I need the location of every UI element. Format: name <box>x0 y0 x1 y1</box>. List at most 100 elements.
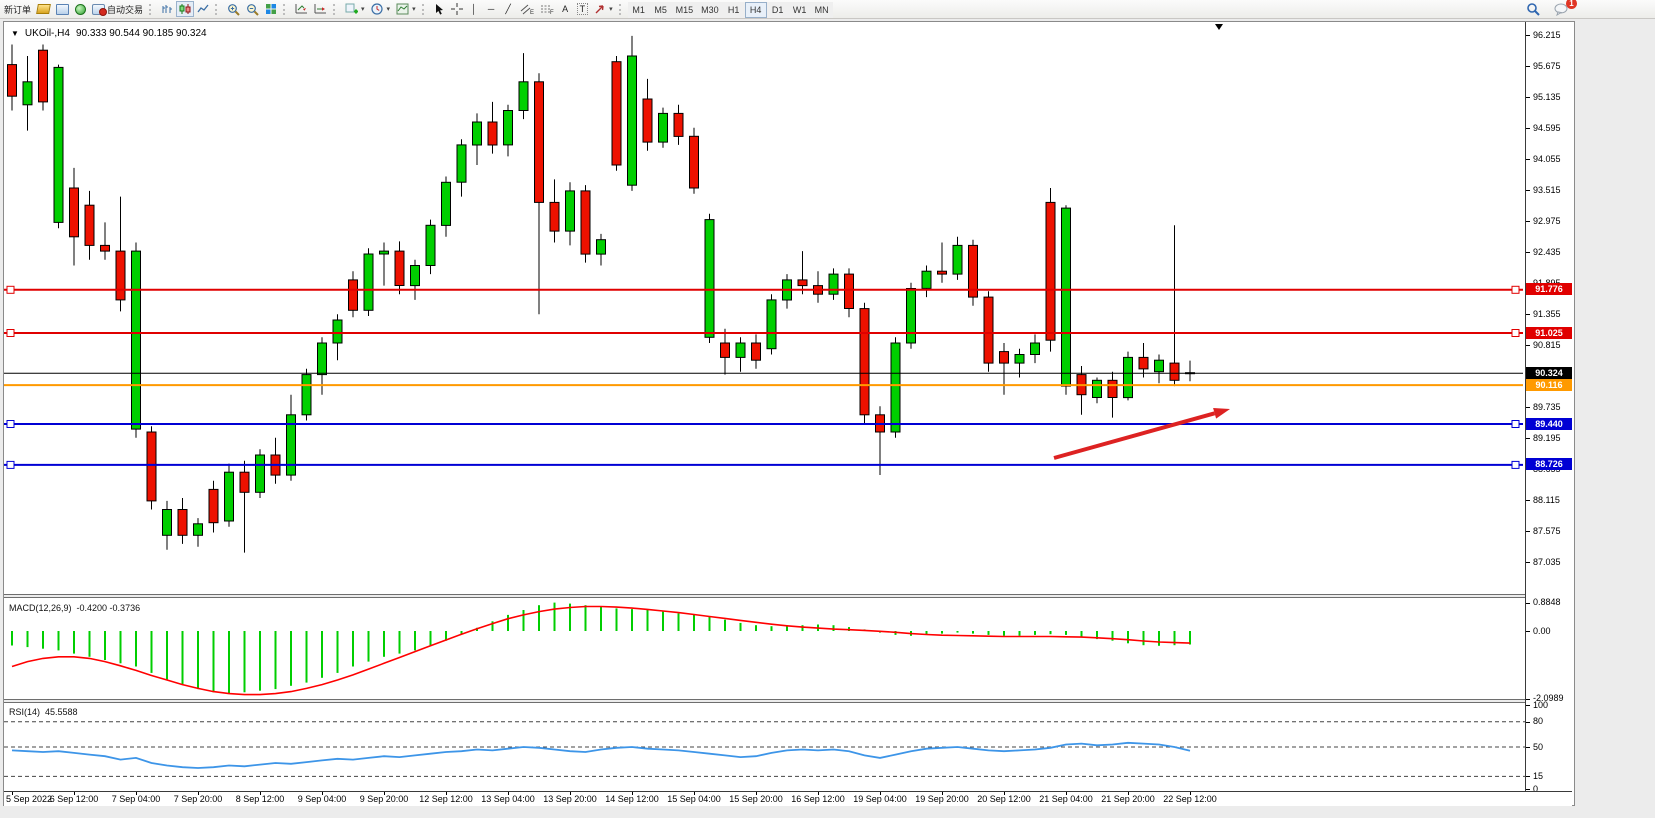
arrows-tool-icon <box>595 5 604 14</box>
dropdown-arrow-icon: ▾ <box>609 6 613 13</box>
periods-button[interactable]: ▾ <box>368 1 394 17</box>
notification-badge: 1 <box>1566 0 1577 9</box>
dropdown-arrow-icon: ▾ <box>386 6 391 13</box>
dropdown-arrow-icon: ▾ <box>412 6 416 13</box>
macd-values: -0.4200 -0.3736 <box>76 603 141 613</box>
zoom-out-button[interactable] <box>243 1 262 17</box>
rsi-value: 45.5588 <box>45 707 78 717</box>
timeframe-h4[interactable]: H4 <box>744 2 767 18</box>
price-tag-91.025: 91.025 <box>1526 326 1572 339</box>
zoom-out-icon <box>247 3 259 16</box>
top-toolbar: 新订单 自动交易 <box>0 0 1655 19</box>
crosshair-tool-button[interactable] <box>448 1 466 17</box>
panel-separator[interactable] <box>4 699 1572 703</box>
profile-button[interactable] <box>34 1 53 17</box>
autotrade-icon <box>92 3 108 16</box>
autotrade-label: 自动交易 <box>107 4 144 15</box>
macd-label: MACD(12,26,9) -0.4200 -0.3736 <box>9 603 140 613</box>
search-icon <box>1527 3 1540 16</box>
channel-tool-button[interactable]: E <box>517 1 537 17</box>
timeframe-h1[interactable]: H1 <box>722 2 745 18</box>
hline-89.440[interactable] <box>4 420 1523 428</box>
svg-text:E: E <box>530 10 534 15</box>
symbol-period-label: UKOil-,H4 <box>24 28 70 39</box>
price-tag-90.324: 90.324 <box>1526 366 1572 379</box>
tile-windows-button[interactable] <box>262 1 280 17</box>
crosshair-icon <box>450 3 463 15</box>
time-axis: 5 Sep 2022 6 Sep 12:00 7 Sep 04:00 7 Sep 20… <box>4 791 1572 806</box>
price-tag-89.440: 89.440 <box>1526 417 1572 430</box>
templates-button[interactable]: ▾ <box>393 1 419 17</box>
timeframe-m1[interactable]: M1 <box>627 2 650 18</box>
arrows-tool-button[interactable]: ▾ <box>591 1 616 17</box>
chart-shift-button[interactable] <box>311 1 330 17</box>
timeframe-mn[interactable]: MN <box>810 2 833 18</box>
vertical-line-tool-button[interactable]: │ <box>466 1 483 17</box>
timeframe-m5[interactable]: M5 <box>649 2 672 18</box>
zoom-in-icon <box>228 3 240 16</box>
indicators-button[interactable]: ▾ <box>342 1 368 17</box>
svg-text:F: F <box>550 10 554 15</box>
timeframe-m30[interactable]: M30 <box>697 2 723 18</box>
timeframe-toolbar: M1 M5 M15 M30 H1 H4 D1 W1 MN <box>627 0 833 18</box>
new-order-label: 新订单 <box>4 4 32 15</box>
terminal-button[interactable] <box>53 1 72 17</box>
candle-chart-button[interactable] <box>176 1 195 17</box>
label-tool-button[interactable]: T <box>574 1 592 17</box>
indicators-icon <box>345 3 359 14</box>
toolbar-grip <box>333 3 339 15</box>
toolbar-grip <box>618 3 625 15</box>
trendline-icon: ╱ <box>505 3 511 14</box>
chart-title: ▼ UKOil-,H4 90.333 90.544 90.185 90.324 <box>11 28 207 39</box>
auto-scroll-icon <box>295 4 308 14</box>
autotrade-button[interactable]: 自动交易 <box>89 1 146 17</box>
panel-separator[interactable] <box>4 594 1572 598</box>
timeframe-d1[interactable]: D1 <box>766 2 789 18</box>
label-tool-icon: T <box>576 3 589 15</box>
notifications-button[interactable]: 1 <box>1551 0 1577 17</box>
fibonacci-icon: F <box>540 5 554 15</box>
hline-91.025[interactable] <box>4 329 1523 337</box>
chart-shift-marker[interactable] <box>1215 24 1223 30</box>
chat-bubble-icon <box>1554 3 1568 16</box>
line-chart-icon <box>197 4 209 13</box>
text-tool-button[interactable]: A <box>557 1 574 17</box>
trend-arrow[interactable] <box>1053 408 1230 460</box>
toolbar-grip <box>421 3 428 15</box>
terminal-icon <box>56 3 70 15</box>
rsi-plot <box>4 721 1525 777</box>
toolbar-right: 1 <box>1523 0 1577 17</box>
trendline-tool-button[interactable]: ╱ <box>500 1 517 17</box>
channel-icon: E <box>520 4 534 15</box>
profile-icon <box>36 4 51 14</box>
candlestick-plot[interactable] <box>4 22 1525 594</box>
toolbar-grip <box>283 3 289 15</box>
toolbar-grip <box>149 3 155 15</box>
fibonacci-tool-button[interactable]: F <box>537 1 557 17</box>
symbol-dropdown-icon[interactable]: ▼ <box>11 29 19 38</box>
price-axis: 96.215 95.675 95.135 94.595 94.055 93.515 92.9… <box>1525 22 1573 794</box>
auto-scroll-button[interactable] <box>292 1 311 17</box>
bar-chart-button[interactable] <box>158 1 176 17</box>
cursor-tool-button[interactable] <box>431 1 448 17</box>
hline-91.776[interactable] <box>4 285 1523 294</box>
rsi-name: RSI(14) <box>9 707 41 717</box>
vline-icon: │ <box>471 4 477 14</box>
dropdown-arrow-icon: ▾ <box>361 6 365 13</box>
ohlc-readout: 90.333 90.544 90.185 90.324 <box>75 28 207 39</box>
hline-88.726[interactable] <box>4 460 1523 469</box>
signal-button[interactable] <box>72 1 89 17</box>
horizontal-line-tool-button[interactable]: ─ <box>483 1 500 17</box>
candle-chart-icon <box>179 4 191 14</box>
new-order-button[interactable]: 新订单 <box>1 1 34 17</box>
chart-shift-icon <box>314 4 327 14</box>
search-button[interactable] <box>1523 1 1543 17</box>
price-tag-88.726: 88.726 <box>1526 458 1572 471</box>
cursor-icon <box>435 4 443 15</box>
zoom-in-button[interactable] <box>224 1 243 17</box>
line-chart-button[interactable] <box>194 1 212 17</box>
timeframe-w1[interactable]: W1 <box>788 2 811 18</box>
price-tag-90.116: 90.116 <box>1526 378 1572 391</box>
signal-icon <box>75 3 87 15</box>
timeframe-m15[interactable]: M15 <box>671 2 698 18</box>
